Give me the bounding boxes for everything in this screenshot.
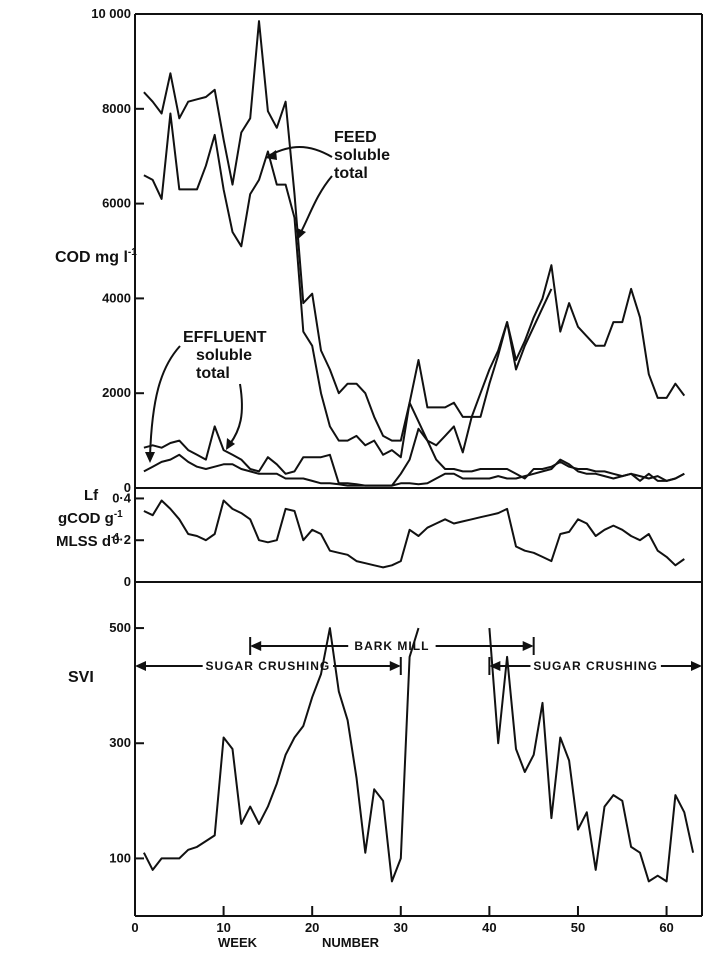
period-arrowhead-left (489, 661, 501, 671)
cod-y-tick-label: 8000 (102, 101, 131, 116)
svi-b-line (488, 628, 695, 883)
effluent-annotation-title: EFFLUENT (183, 329, 267, 346)
x-tick-label: 30 (394, 920, 408, 935)
x-ticks: 0 10 20 30 40 50 60 (131, 906, 674, 935)
effluent-total-line (143, 425, 685, 487)
feed-total-arrowhead (297, 228, 306, 240)
lf-y-axis-label-line1: Lf (84, 487, 99, 504)
cod-y-tick-label: 4000 (102, 290, 131, 305)
effluent-annotation: EFFLUENT soluble total (145, 329, 267, 463)
effluent-total-arrow (229, 383, 243, 445)
period-sugar-crushing: SUGAR CRUSHING (134, 657, 402, 675)
period-label: SUGAR CRUSHING (533, 659, 658, 673)
svi-y-axis-label: SVI (68, 669, 94, 686)
x-axis-label-number: NUMBER (322, 935, 380, 950)
feed-annotation: FEED soluble total (265, 129, 390, 240)
feed-total-arrow (299, 175, 333, 235)
effluent-annotation-soluble: soluble (196, 347, 252, 364)
cod-y-axis-label-sup: -1 (128, 247, 137, 258)
lf-y-axis-label-line3-sup: -1 (111, 532, 120, 543)
feed-soluble-line (143, 112, 553, 459)
lf-y-tick-label: 0·2 (112, 532, 131, 547)
lf-y-tick-label: 0 (124, 574, 131, 589)
effluent-soluble-line (143, 453, 685, 487)
svi-a-line (143, 627, 420, 883)
period-bars: SUGAR CRUSHING BARK MILL SUGAR CRUSHING (134, 637, 702, 675)
x-tick-label: 20 (305, 920, 319, 935)
period-label: BARK MILL (354, 639, 429, 653)
feed-total-line (143, 20, 686, 442)
feed-soluble-arrow (269, 146, 333, 158)
svi-y-tick-label: 100 (109, 850, 131, 865)
y-ticks: 0 2000 4000 6000 8000 10 000 0 0·2 0·4 100 300 500 (91, 6, 144, 865)
period-bark-mill: BARK MILL (249, 637, 535, 655)
x-tick-label: 60 (659, 920, 673, 935)
period-arrowhead-left (250, 641, 262, 651)
lf-line (143, 499, 685, 569)
period-sugar-crushing: SUGAR CRUSHING (488, 657, 702, 675)
svi-y-tick-label: 500 (109, 620, 131, 635)
effluent-total-arrowhead (226, 438, 235, 450)
period-arrowhead-right (389, 661, 401, 671)
cod-y-tick-label: 6000 (102, 196, 131, 211)
cod-y-tick-label: 10 000 (91, 6, 131, 21)
lf-y-axis-label-line2-text: gCOD g (58, 510, 114, 527)
x-tick-label: 50 (571, 920, 585, 935)
period-arrowhead-left (135, 661, 146, 671)
lf-y-axis-label-line2: gCOD g-1 (58, 509, 123, 527)
svi-y-tick-label: 300 (109, 735, 131, 750)
feed-soluble-arrowhead (265, 150, 277, 160)
plot-area (143, 20, 695, 883)
period-label: SUGAR CRUSHING (206, 659, 331, 673)
x-tick-label: 10 (216, 920, 230, 935)
x-axis-label-week: WEEK (218, 935, 258, 950)
cod-y-axis-label-text: COD mg l (55, 249, 128, 266)
effluent-annotation-total: total (196, 365, 230, 382)
axes-frame (134, 13, 703, 917)
lf-y-axis-label-line3-text: MLSS d (56, 533, 111, 550)
feed-annotation-total: total (334, 165, 368, 182)
cod-y-axis-label: COD mg l-1 (55, 247, 137, 266)
cod-y-tick-label: 0 (124, 480, 131, 495)
effluent-soluble-arrowhead (145, 452, 155, 463)
lf-y-axis-label-line3: MLSS d-1 (56, 532, 120, 550)
x-tick-label: 40 (482, 920, 496, 935)
lf-y-axis-label-line2-sup: -1 (114, 509, 123, 520)
feed-annotation-soluble: soluble (334, 147, 390, 164)
x-tick-label: 0 (131, 920, 138, 935)
lf-y-tick-label: 0·4 (112, 490, 132, 505)
effluent-soluble-arrow (149, 345, 181, 457)
period-arrowhead-right (522, 641, 534, 651)
cod-y-tick-label: 2000 (102, 385, 131, 400)
period-arrowhead-right (691, 661, 702, 671)
feed-annotation-title: FEED (334, 129, 377, 146)
